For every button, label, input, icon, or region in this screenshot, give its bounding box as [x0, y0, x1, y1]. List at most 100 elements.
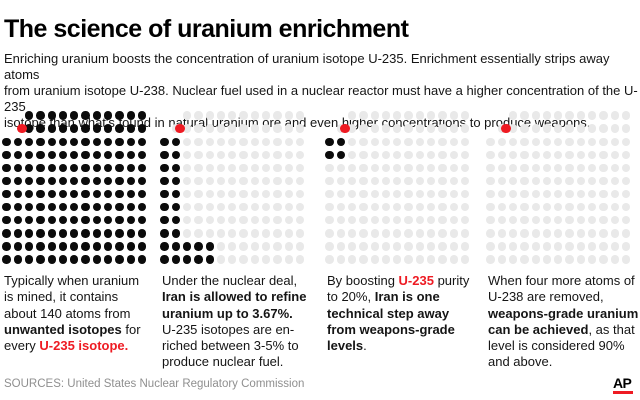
removed-atom-dot — [228, 203, 237, 212]
removed-atom-dot — [621, 111, 631, 120]
u238-atom-dot — [336, 150, 345, 159]
removed-atom-dot — [610, 111, 619, 120]
removed-atom-dot — [610, 163, 619, 173]
removed-atom-dot — [610, 137, 619, 146]
removed-atom-dot — [359, 163, 368, 173]
removed-atom-dot — [250, 111, 260, 120]
removed-atom-dot — [404, 229, 413, 238]
u238-atom-dot — [171, 163, 180, 173]
removed-atom-dot — [228, 255, 237, 264]
removed-atom-dot — [393, 150, 402, 159]
removed-atom-dot — [599, 216, 608, 225]
u238-atom-dot — [58, 137, 68, 146]
removed-atom-dot — [460, 189, 470, 199]
u238-atom-dot — [36, 203, 45, 212]
removed-atom-dot — [621, 203, 631, 212]
removed-atom-dot — [497, 255, 506, 264]
removed-atom-dot — [576, 176, 586, 186]
removed-atom-dot — [520, 124, 529, 133]
u238-atom-dot — [2, 229, 11, 238]
u238-atom-dot — [13, 163, 22, 173]
u238-atom-dot — [81, 229, 90, 238]
removed-atom-dot — [404, 189, 413, 199]
removed-atom-dot — [381, 216, 391, 225]
removed-atom-dot — [273, 124, 282, 133]
removed-atom-dot — [216, 150, 226, 159]
u238-atom-dot — [24, 137, 34, 146]
caption-segment: U-235 isotope. — [39, 338, 129, 354]
u238-atom-dot — [2, 216, 11, 225]
u238-atom-dot — [70, 176, 79, 186]
removed-atom-dot — [295, 176, 305, 186]
u238-atom-dot — [137, 124, 147, 133]
u238-atom-dot — [2, 203, 11, 212]
removed-atom-dot — [599, 189, 608, 199]
removed-atom-dot — [194, 176, 203, 186]
u238-atom-dot — [104, 124, 113, 133]
removed-atom-dot — [359, 203, 368, 212]
removed-atom-dot — [284, 216, 293, 225]
removed-atom-dot — [370, 137, 379, 146]
removed-atom-dot — [599, 163, 608, 173]
removed-atom-dot — [273, 176, 282, 186]
removed-atom-dot — [216, 176, 226, 186]
removed-atom-dot — [576, 216, 586, 225]
removed-atom-dot — [554, 150, 563, 159]
removed-atom-dot — [554, 229, 563, 238]
removed-atom-dot — [393, 176, 402, 186]
removed-atom-dot — [295, 124, 305, 133]
u238-atom-dot — [24, 163, 34, 173]
removed-atom-dot — [228, 124, 237, 133]
removed-atom-dot — [554, 176, 563, 186]
removed-atom-dot — [542, 124, 552, 133]
removed-atom-dot — [250, 124, 260, 133]
removed-atom-dot — [295, 203, 305, 212]
u238-atom-dot — [58, 189, 68, 199]
u238-atom-dot — [115, 111, 124, 120]
removed-atom-dot — [262, 150, 271, 159]
u238-atom-dot — [160, 242, 169, 251]
removed-atom-dot — [370, 189, 379, 199]
caption-segment: , as that level is considered 90% and ab… — [488, 321, 635, 370]
removed-atom-dot — [542, 203, 552, 212]
removed-atom-dot — [239, 189, 248, 199]
u238-atom-dot — [126, 229, 135, 238]
u238-atom-dot — [70, 150, 79, 159]
u238-atom-dot — [92, 163, 102, 173]
removed-atom-dot — [250, 189, 260, 199]
u238-atom-dot — [81, 111, 90, 120]
removed-atom-dot — [216, 111, 226, 120]
removed-atom-dot — [182, 163, 192, 173]
panel-twenty-percent-enrichment: By boosting U-235 purity to 20%, Iran is… — [325, 111, 479, 383]
removed-atom-dot — [370, 150, 379, 159]
removed-atom-dot — [347, 163, 357, 173]
removed-atom-dot — [194, 229, 203, 238]
u238-atom-dot — [160, 189, 169, 199]
removed-atom-dot — [370, 124, 379, 133]
removed-atom-dot — [370, 203, 379, 212]
caption-segment: for every — [4, 321, 141, 354]
removed-atom-dot — [542, 255, 552, 264]
removed-atom-dot — [250, 216, 260, 225]
removed-atom-dot — [576, 124, 586, 133]
removed-atom-dot — [610, 150, 619, 159]
u235-atom-dot — [340, 123, 350, 134]
removed-atom-dot — [239, 150, 248, 159]
u238-atom-dot — [92, 124, 102, 133]
u238-atom-dot — [126, 242, 135, 251]
u238-atom-dot — [115, 242, 124, 251]
u238-atom-dot — [13, 203, 22, 212]
removed-atom-dot — [427, 216, 436, 225]
removed-atom-dot — [576, 189, 586, 199]
removed-atom-dot — [438, 216, 447, 225]
u238-atom-dot — [126, 255, 135, 264]
caption-segment: Iran is one technical step away from wea… — [327, 289, 455, 354]
u238-atom-dot — [160, 216, 169, 225]
removed-atom-dot — [520, 216, 529, 225]
removed-atom-dot — [576, 242, 586, 251]
removed-atom-dot — [325, 255, 334, 264]
removed-atom-dot — [610, 203, 619, 212]
ap-logo-red-bar — [613, 391, 633, 394]
removed-atom-dot — [295, 137, 305, 146]
removed-atom-dot — [599, 242, 608, 251]
